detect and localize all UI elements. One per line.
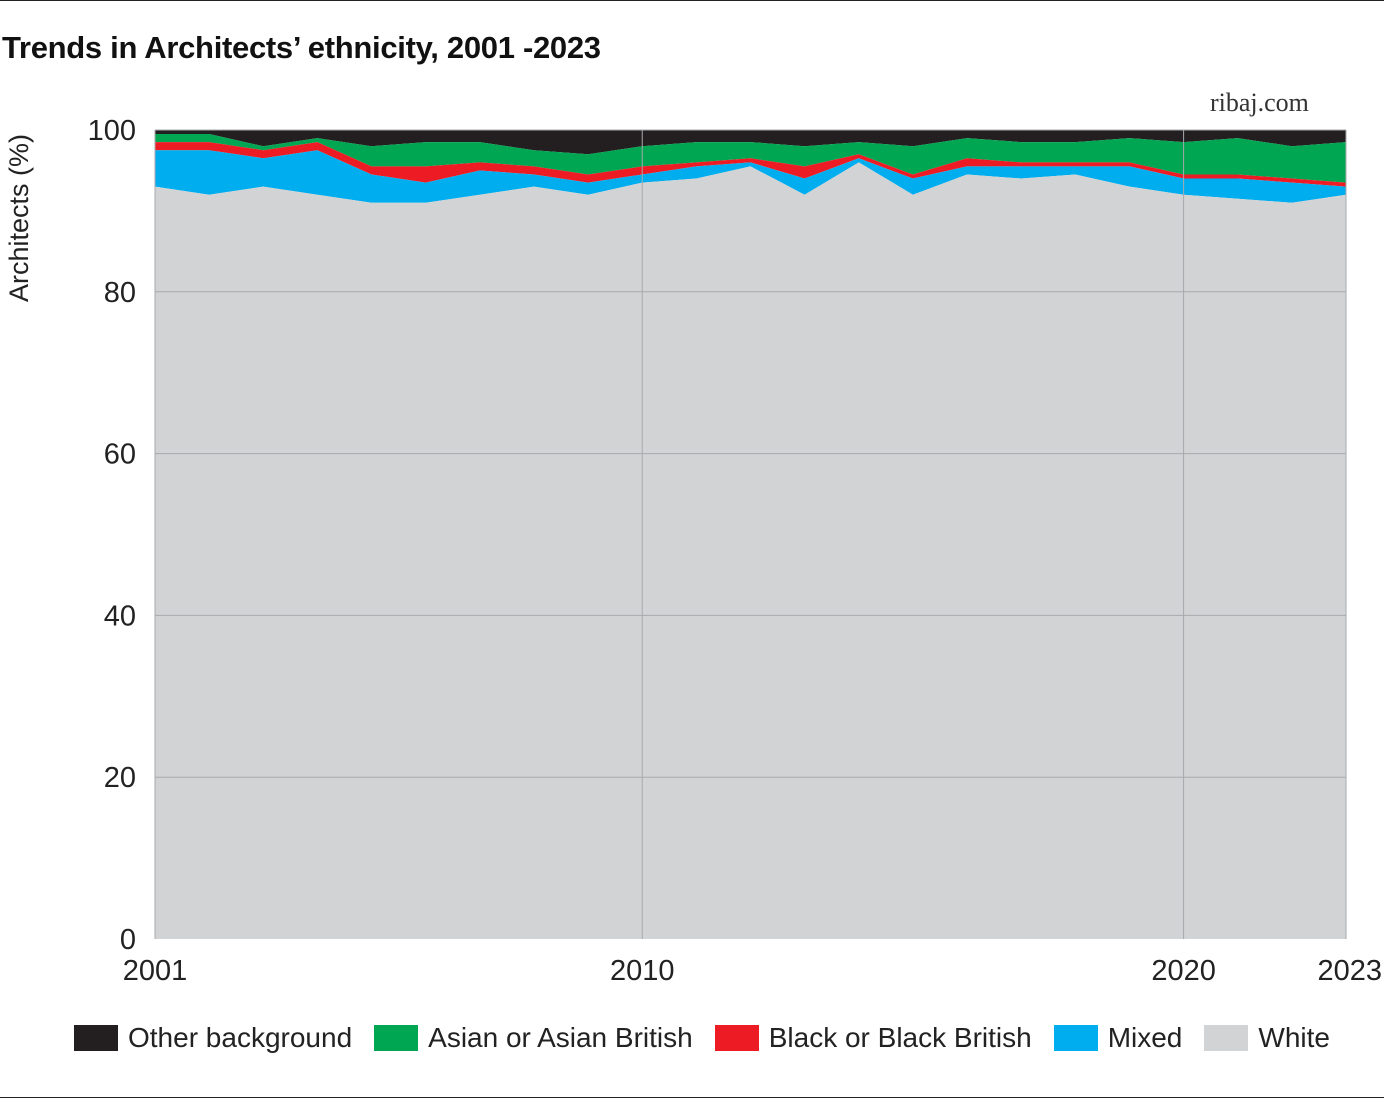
legend-swatch-white	[1204, 1025, 1249, 1051]
bottom-rule	[0, 1097, 1384, 1098]
x-tick-label: 2023	[1317, 955, 1382, 987]
area-layers	[155, 130, 1346, 939]
legend: Other background Asian or Asian British …	[74, 1022, 1330, 1054]
legend-label-white: White	[1258, 1022, 1330, 1053]
x-tick-label: 2010	[610, 955, 675, 987]
legend-item-white: White	[1204, 1022, 1330, 1054]
legend-swatch-other	[74, 1025, 118, 1051]
y-tick-label: 100	[88, 115, 136, 147]
legend-label-asian: Asian or Asian British	[428, 1022, 693, 1053]
x-tick-label: 2001	[123, 955, 188, 987]
legend-label-mixed: Mixed	[1107, 1022, 1183, 1053]
legend-item-mixed: Mixed	[1053, 1022, 1183, 1054]
legend-label-other: Other background	[128, 1022, 353, 1053]
legend-swatch-black	[714, 1025, 759, 1051]
y-tick-label: 40	[104, 600, 136, 632]
legend-label-black: Black or Black British	[768, 1022, 1032, 1053]
x-tick-label: 2020	[1151, 955, 1216, 987]
y-tick-label: 0	[120, 924, 136, 956]
legend-swatch-asian	[374, 1025, 419, 1051]
legend-item-asian: Asian or Asian British	[374, 1022, 693, 1054]
area-other-background	[155, 130, 1346, 155]
y-tick-label: 80	[104, 277, 136, 309]
y-axis-ticks: 0 20 40 60 80 100	[88, 115, 136, 956]
area-black-or-black-british	[155, 142, 1346, 187]
area-mixed	[155, 150, 1346, 203]
legend-item-black: Black or Black British	[714, 1022, 1032, 1054]
legend-item-other: Other background	[74, 1022, 352, 1054]
chart-title: Trends in Architects’ ethnicity, 2001 -2…	[2, 30, 601, 65]
chart-area: 0 20 40 60 80 100 2001 2010 2020 2023 Architects…	[4, 115, 1382, 987]
y-tick-label: 60	[104, 439, 136, 471]
y-tick-label: 20	[104, 762, 136, 794]
y-axis-label: Architects (%)	[4, 134, 34, 302]
area-white	[155, 162, 1346, 939]
legend-swatch-mixed	[1053, 1025, 1098, 1051]
x-axis-ticks: 2001 2010 2020 2023	[123, 955, 1382, 987]
top-rule	[0, 0, 1384, 1]
gridlines	[154, 129, 1347, 939]
source-label: ribaj.com	[1210, 88, 1309, 117]
